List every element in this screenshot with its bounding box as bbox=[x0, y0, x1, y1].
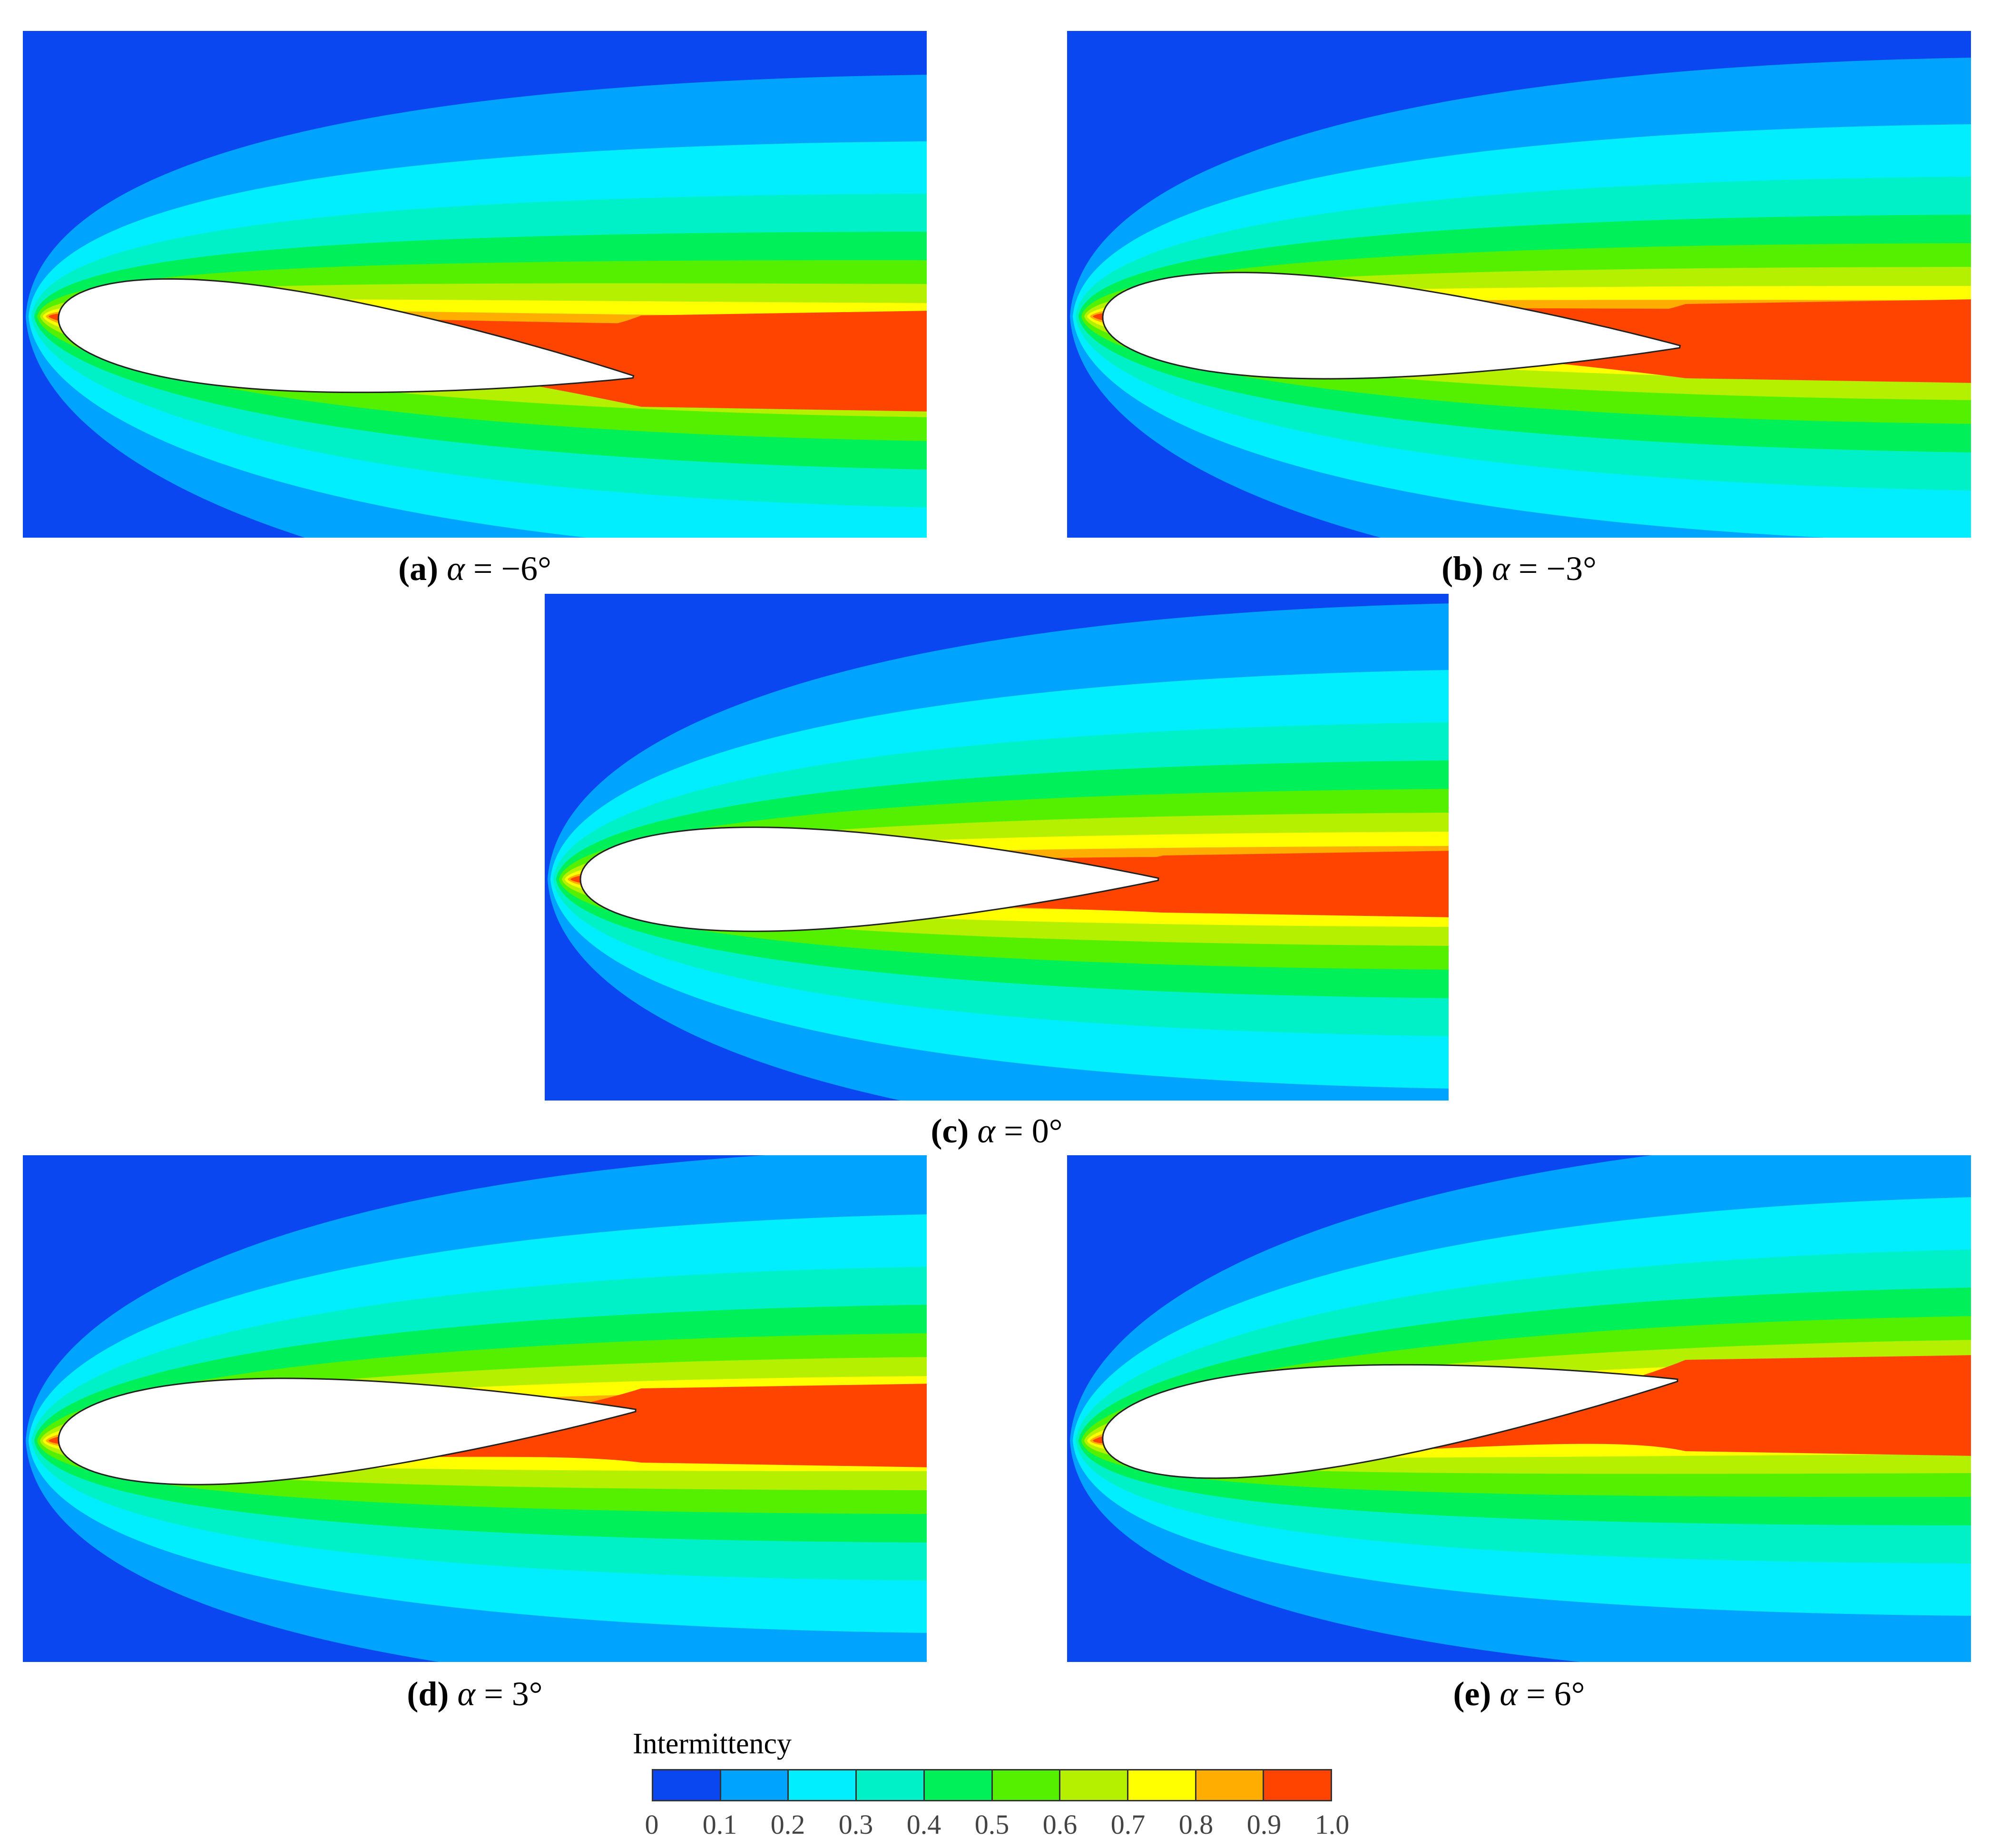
contour-plot-aoa-minus-3 bbox=[1067, 31, 1971, 538]
caption-d: (d) α = 3° bbox=[23, 1672, 927, 1715]
contour-svg bbox=[23, 31, 927, 538]
legend-tick-label: 0 bbox=[645, 1809, 659, 1840]
legend-swatch bbox=[1128, 1770, 1196, 1800]
airfoil-shape bbox=[58, 278, 635, 393]
caption-alpha: α bbox=[1500, 1675, 1518, 1713]
caption-alpha: α bbox=[977, 1112, 996, 1150]
caption-c: (c) α = 0° bbox=[545, 1110, 1449, 1152]
airfoil-shape bbox=[579, 826, 1159, 932]
legend-swatch bbox=[857, 1770, 925, 1800]
legend-swatch bbox=[1060, 1770, 1128, 1800]
caption-alpha: α bbox=[457, 1675, 476, 1713]
caption-letter: (e) bbox=[1453, 1675, 1491, 1713]
legend-swatch bbox=[992, 1770, 1061, 1800]
contour-svg bbox=[23, 1155, 927, 1662]
legend-swatch bbox=[789, 1770, 857, 1800]
legend-swatch bbox=[1196, 1770, 1265, 1800]
legend-title: Intermittency bbox=[633, 1728, 792, 1760]
caption-alpha: α bbox=[447, 550, 465, 588]
caption-alpha: α bbox=[1492, 550, 1510, 588]
contour-plot-aoa-0 bbox=[545, 594, 1449, 1101]
caption-letter: (a) bbox=[398, 550, 439, 588]
legend-tick-label: 0.1 bbox=[702, 1809, 737, 1840]
contour-plot-aoa-6 bbox=[1067, 1155, 1971, 1662]
contour-svg bbox=[1067, 31, 1971, 538]
airfoil-shape bbox=[58, 1377, 637, 1485]
caption-e: (e) α = 6° bbox=[1067, 1672, 1971, 1715]
caption-letter: (b) bbox=[1441, 550, 1484, 588]
legend-tick-label: 0.7 bbox=[1110, 1809, 1146, 1840]
caption-b: (b) α = −3° bbox=[1067, 547, 1971, 590]
contour-plot-aoa-3 bbox=[23, 1155, 927, 1662]
legend-ticks: 0 0.1 0.2 0.3 0.4 0.5 0.6 0.7 0.8 0.9 1.0 bbox=[645, 1808, 1350, 1841]
caption-letter: (d) bbox=[407, 1675, 449, 1713]
legend-tick-label: 0.9 bbox=[1246, 1809, 1282, 1840]
caption-a: (a) α = −6° bbox=[23, 547, 927, 590]
caption-value: = 6° bbox=[1518, 1675, 1585, 1713]
caption-letter: (c) bbox=[931, 1112, 969, 1150]
legend-swatch bbox=[1264, 1770, 1331, 1800]
contour-svg bbox=[1067, 1155, 1971, 1662]
airfoil-shape bbox=[1102, 272, 1681, 380]
legend-swatch bbox=[721, 1770, 789, 1800]
legend-tick-label: 0.8 bbox=[1178, 1809, 1214, 1840]
legend-tick-label: 1.0 bbox=[1314, 1809, 1350, 1840]
caption-value: = 3° bbox=[475, 1675, 543, 1713]
caption-value: = −3° bbox=[1510, 550, 1597, 588]
legend-tick-label: 0.5 bbox=[974, 1809, 1010, 1840]
caption-value: = −6° bbox=[464, 550, 551, 588]
contour-svg bbox=[545, 594, 1449, 1101]
legend-swatch bbox=[924, 1770, 993, 1800]
legend-tick-label: 0.2 bbox=[770, 1809, 805, 1840]
legend-colorbar bbox=[652, 1769, 1332, 1801]
legend-tick-label: 0.4 bbox=[906, 1809, 941, 1840]
legend-tick-label: 0.3 bbox=[838, 1809, 873, 1840]
caption-value: = 0° bbox=[995, 1112, 1063, 1150]
airfoil-shape bbox=[1102, 1364, 1678, 1479]
contour-plot-aoa-minus-6 bbox=[23, 31, 927, 538]
legend-tick-label: 0.6 bbox=[1042, 1809, 1078, 1840]
legend-swatch bbox=[653, 1770, 721, 1800]
